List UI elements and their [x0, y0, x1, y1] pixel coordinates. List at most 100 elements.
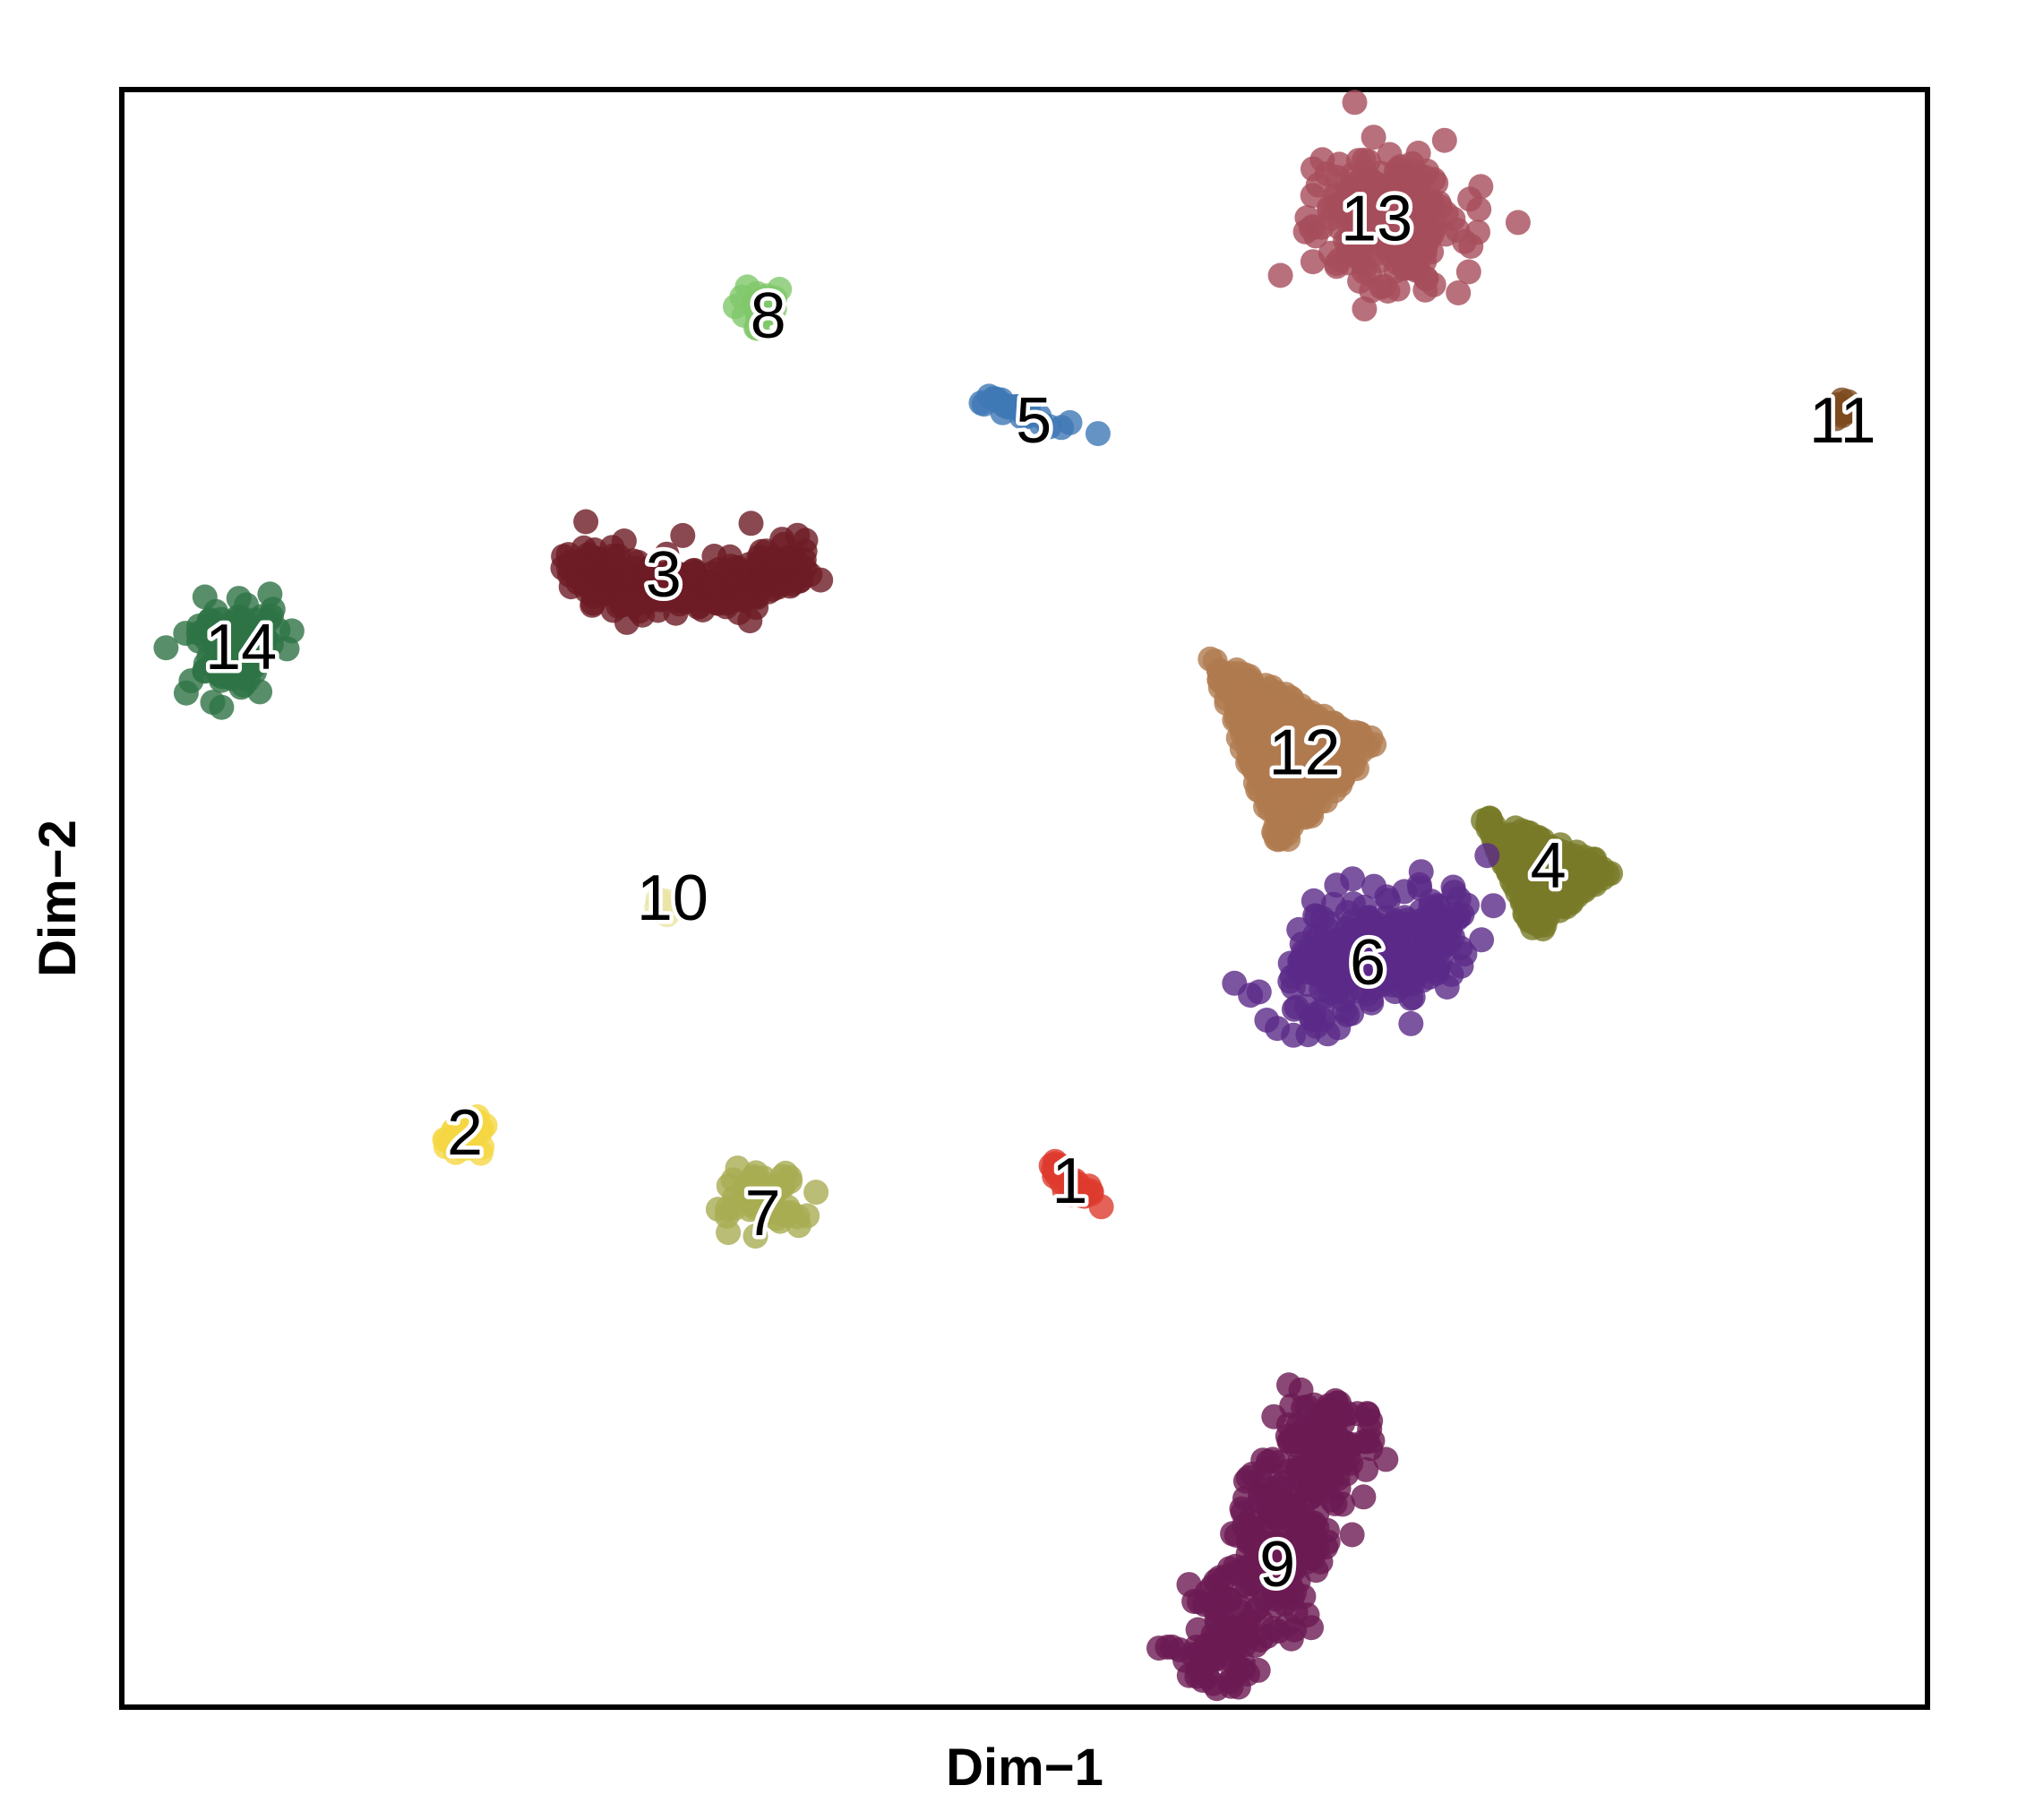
cluster-4-point: [1493, 854, 1519, 880]
cluster-label-12: 12: [1268, 717, 1340, 789]
cluster-9-point: [1261, 1566, 1287, 1592]
cluster-9-point: [1278, 1626, 1304, 1652]
cluster-13-point: [1314, 161, 1340, 187]
cluster-13-point: [1396, 185, 1422, 210]
cluster-4-point: [1558, 890, 1584, 915]
cluster-9-point: [1244, 1596, 1270, 1622]
cluster-9-point: [1319, 1487, 1344, 1513]
cluster-6-point: [1315, 1021, 1341, 1047]
cluster-4-point: [1526, 869, 1552, 895]
cluster-1-points: [1038, 1148, 1114, 1220]
cluster-10-point: [648, 889, 674, 914]
cluster-3-point: [725, 582, 751, 608]
cluster-8-point: [744, 315, 770, 341]
cluster-9-point: [1248, 1468, 1274, 1494]
cluster-13-point: [1376, 210, 1402, 236]
cluster-9-point: [1329, 1451, 1355, 1476]
cluster-7-point: [764, 1206, 790, 1232]
cluster-13-point: [1317, 197, 1343, 223]
cluster-12-point: [1283, 771, 1309, 797]
cluster-6-point: [1286, 916, 1312, 942]
x-axis-label: Dim−1: [946, 1738, 1103, 1797]
cluster-14-point: [173, 680, 199, 706]
cluster-11-points: [1823, 387, 1860, 432]
cluster-6-point: [1448, 953, 1474, 979]
cluster-6-point: [1394, 940, 1420, 966]
cluster-3-points: [550, 509, 834, 635]
cluster-6-point: [1280, 974, 1306, 1000]
cluster-12-point: [1321, 778, 1347, 803]
cluster-12-point: [1301, 751, 1327, 777]
cluster-6-point: [1288, 948, 1314, 974]
cluster-label-10: 10: [637, 863, 708, 934]
cluster-7-point: [720, 1167, 746, 1193]
cluster-8-point: [743, 296, 768, 322]
cluster-3-point: [737, 608, 763, 634]
cluster-label-14: 14: [205, 612, 277, 683]
cluster-9-point: [1256, 1449, 1281, 1474]
cluster-3-point: [745, 570, 771, 596]
cluster-label-4: 4: [1531, 830, 1567, 902]
cluster-3-point: [573, 509, 599, 535]
cluster-7-point: [803, 1180, 829, 1206]
cluster-4-point: [1475, 811, 1501, 837]
cluster-13-point: [1361, 124, 1386, 150]
cluster-9-point: [1297, 1430, 1323, 1456]
cluster-6-point: [1254, 1008, 1280, 1033]
cluster-9-point: [1261, 1490, 1287, 1516]
cluster-9-point: [1235, 1574, 1261, 1600]
points-layer: [153, 90, 1860, 1702]
cluster-6-point: [1424, 892, 1450, 918]
cluster-label-2: 2: [447, 1097, 483, 1169]
cluster-2-point: [432, 1127, 458, 1153]
cluster-label-6: 6: [1350, 927, 1386, 999]
cluster-6-point: [1315, 960, 1341, 986]
cluster-9-point: [1351, 1484, 1377, 1510]
cluster-6-point: [1388, 974, 1414, 1000]
cluster-9-point: [1280, 1474, 1306, 1500]
cluster-12-point: [1291, 727, 1317, 753]
cluster-12-point: [1268, 807, 1294, 833]
cluster-label-5: 5: [1016, 385, 1052, 457]
cluster-label-13: 13: [1341, 184, 1412, 255]
cluster-11-point: [1830, 399, 1856, 424]
cluster-6-point: [1469, 927, 1495, 953]
cluster-2-points: [432, 1103, 498, 1166]
cluster-9-point: [1344, 1401, 1370, 1427]
cluster-13-point: [1458, 234, 1484, 259]
cluster-14-point: [226, 586, 252, 612]
cluster-12-point: [1202, 648, 1228, 674]
cluster-4-point: [1512, 901, 1538, 927]
cluster-12-point: [1232, 671, 1258, 697]
cluster-13-point: [1303, 223, 1329, 249]
y-axis-label: Dim−2: [29, 820, 87, 977]
cluster-12-point: [1296, 800, 1321, 826]
cluster-9-point: [1373, 1447, 1399, 1472]
cluster-3-point: [672, 569, 698, 595]
cluster-3-point: [580, 583, 606, 609]
cluster-14-point: [221, 623, 247, 649]
cluster-3-point: [654, 541, 680, 567]
cluster-9-point: [1229, 1496, 1255, 1522]
cluster-9-point: [1339, 1522, 1365, 1548]
cluster-3-point: [670, 522, 696, 548]
cluster-3-point: [769, 527, 795, 553]
cluster-14-points: [153, 581, 305, 720]
cluster-5-point: [1013, 404, 1039, 430]
cluster-6-point: [1474, 843, 1500, 869]
cluster-6-point: [1335, 900, 1361, 925]
cluster-13-point: [1342, 90, 1368, 116]
cluster-6-point: [1372, 948, 1398, 974]
cluster-9-point: [1352, 1429, 1378, 1455]
cluster-3-point: [612, 562, 638, 588]
cluster-1-point: [1048, 1155, 1074, 1180]
cluster-4-point: [1559, 868, 1585, 894]
cluster-9-point: [1155, 1635, 1180, 1660]
cluster-12-point: [1260, 697, 1286, 723]
cluster-13-points: [1267, 90, 1531, 322]
cluster-6-points: [1222, 843, 1507, 1048]
cluster-3-point: [630, 602, 656, 628]
plot-frame: [119, 87, 1930, 1710]
cluster-9-point: [1301, 1460, 1326, 1486]
cluster-7-point: [714, 1203, 740, 1229]
